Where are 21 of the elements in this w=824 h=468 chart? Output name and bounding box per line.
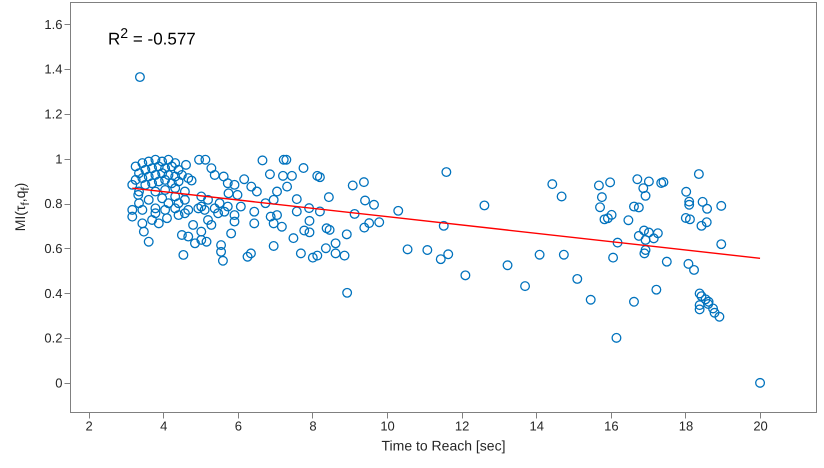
y-tick-label: 0.4 xyxy=(44,286,62,301)
x-tick-label: 18 xyxy=(678,418,694,434)
y-tick-label: 1.6 xyxy=(44,16,62,32)
y-tick-label: 0.6 xyxy=(44,240,62,256)
x-tick-label: 8 xyxy=(309,418,317,434)
x-tick-label: 6 xyxy=(234,418,242,434)
y-tick-label: 0.2 xyxy=(44,330,62,346)
annotation: R$^{2}$ = -0.577 xyxy=(108,26,196,50)
y-tick-label: 0 xyxy=(55,375,62,390)
x-tick-label: 20 xyxy=(753,418,768,434)
x-tick-label: 12 xyxy=(454,418,470,434)
x-tick-label: 14 xyxy=(530,418,544,434)
y-tick-label: 1.4 xyxy=(44,62,62,77)
x-tick-label: 4 xyxy=(160,418,168,434)
x-axis-title: Time to Reach [sec] xyxy=(382,438,506,454)
x-tick-label: 10 xyxy=(380,418,395,434)
y-tick-label: 0.8 xyxy=(44,196,62,212)
y-tick-label: 1 xyxy=(55,151,62,166)
x-tick-label: 16 xyxy=(604,418,619,434)
x-tick-label: 2 xyxy=(86,418,93,434)
y-tick-label: 1.2 xyxy=(44,106,62,122)
